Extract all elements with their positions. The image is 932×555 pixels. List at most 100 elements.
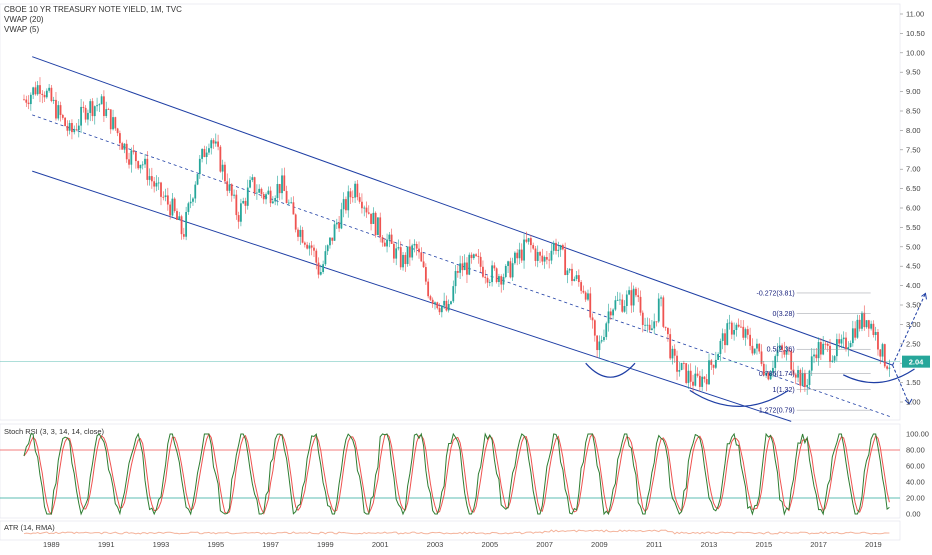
candle-body [493,265,496,269]
candle-body [333,224,336,241]
candle-body [66,126,69,131]
candle-body [749,334,751,346]
candle-body [566,270,569,275]
candle-body [144,158,146,165]
candle-body [874,332,877,335]
candle-body [329,237,331,246]
candle-body [502,277,505,285]
candle-body [75,129,78,131]
candle-body [351,197,354,199]
candle-body [141,164,144,166]
candle-body [527,238,530,242]
candle-body [450,301,452,305]
fib-level-label: 0(3.28) [772,311,794,318]
price-tick-label: 10.50 [906,29,925,38]
candle-body [758,343,761,352]
last-price-label: 2.04 [909,358,924,367]
candle-body [148,176,151,180]
candle-body [525,239,528,242]
candle-body [171,198,174,216]
candle-body [160,182,162,197]
candle-body [308,245,311,249]
candle-body [91,101,94,117]
candle-body [103,96,105,117]
candle-body [867,320,870,329]
candle-body [424,267,427,282]
stoch-tick-label: 20.00 [906,494,925,503]
candle-body [660,297,662,299]
candle-body [162,196,165,198]
candle-body [285,190,288,204]
time-tick-label: 2013 [701,540,718,549]
candle-body [185,211,188,237]
candle-body [178,216,181,220]
candle-body [534,248,537,261]
candle-body [596,335,599,351]
candle-body [173,198,176,212]
candle-body [436,302,439,309]
candle-body [210,140,213,149]
candle-body [600,340,603,342]
candle-body [246,187,249,206]
candle-body [888,367,891,369]
candle-body [587,293,589,300]
candle-body [393,243,395,259]
candle-body [372,212,375,224]
candle-body [176,211,178,220]
candle-body [603,337,605,341]
candle-body [735,324,738,330]
candle-body [214,141,217,144]
candle-body [315,250,318,263]
candle-body [116,128,119,134]
stoch-pane-border [0,423,901,519]
candle-body [82,106,85,108]
annotations [585,292,927,407]
candle-body [408,246,411,258]
fib-level-label: 0.5(2.36) [767,347,795,354]
candle-body [470,254,473,259]
time-tick-label: 1989 [43,540,60,549]
candle-body [180,216,183,235]
candle-body [221,164,224,172]
price-axis: 1.001.502.002.503.003.504.004.505.005.50… [0,10,930,407]
candle-body [605,323,608,338]
candle-body [415,244,418,249]
price-tick-label: 5.00 [906,242,921,251]
time-tick-label: 2011 [646,540,662,549]
candle-body [655,321,658,323]
candle-body [345,199,347,211]
candle-body [616,299,619,301]
candle-body [39,85,41,94]
candle-body [472,254,475,259]
candle-body [354,183,356,198]
fib-level-label: 1.272(0.79) [759,408,795,415]
candle-body [568,268,571,271]
candle-body [461,263,464,271]
candle-body [849,343,852,348]
candle-body [756,343,758,349]
candle-body [851,328,854,344]
candle-body [593,320,596,336]
candle-body [689,370,692,382]
vwap20-legend[interactable]: VWAP (20) [4,15,44,24]
candle-body [730,322,733,335]
fibonacci-levels: -0.272(3.81) 0(3.28) 0.5(2.36) 0.786(1.74) 1… [757,290,871,415]
candle-body [726,323,729,346]
candle-body [817,342,820,359]
candle-body [365,207,368,213]
candle-body [482,266,484,277]
candle-body [865,320,868,328]
candle-body [109,109,112,130]
candle-body [281,175,283,194]
stoch-tick-label: 40.00 [906,478,925,487]
vwap5-legend[interactable]: VWAP (5) [4,25,40,34]
candle-body [539,252,541,256]
candle-body [445,300,448,311]
stoch-rsi-title: Stoch RSI (3, 3, 14, 14, close) [4,427,105,436]
candle-body [781,345,783,350]
candle-body [112,117,114,130]
candle-body [708,360,710,385]
candle-body [258,188,261,193]
